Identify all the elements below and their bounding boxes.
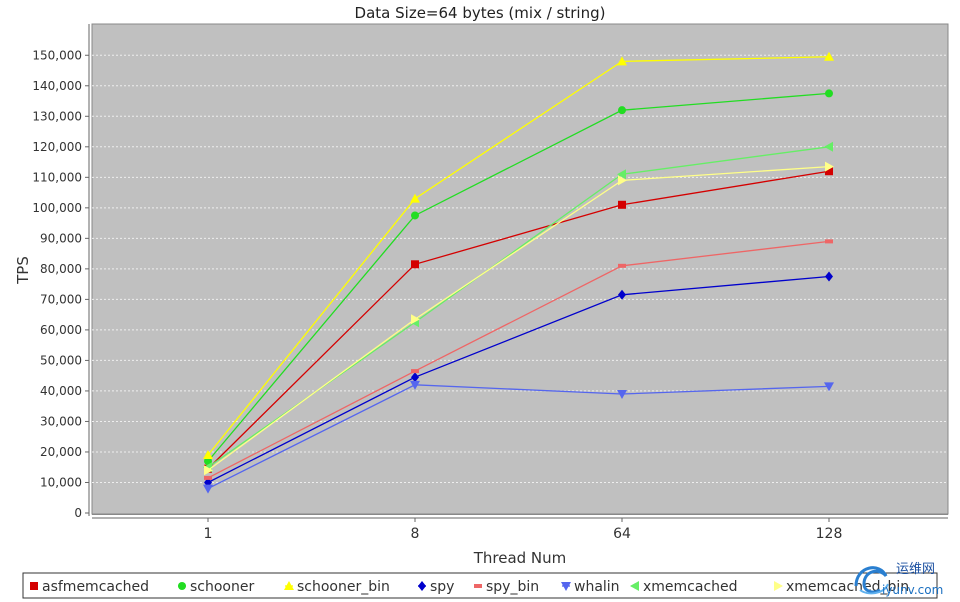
legend-label: schooner [190, 579, 254, 595]
data-point-whalin [410, 380, 420, 390]
y-tick-label: 100,000 [32, 201, 82, 215]
legend-label: spy [430, 579, 454, 595]
data-point-spy [825, 271, 833, 282]
data-point-spy-bin [618, 263, 626, 268]
data-point-schooner [618, 106, 626, 115]
legend-item-schooner: schooner [178, 579, 254, 595]
series-line-asfmemcached [207, 170, 830, 470]
data-point-asfmemcached [618, 200, 626, 209]
y-tick-label: 110,000 [32, 170, 82, 184]
y-tick-label: 50,000 [40, 353, 82, 367]
data-point-whalin [203, 484, 213, 494]
legend-label: whalin [574, 579, 620, 595]
legend-marker [418, 581, 426, 591]
y-axis-label: TPS [14, 256, 32, 285]
series-lines [203, 51, 834, 494]
legend-label: asfmemcached [42, 579, 149, 595]
y-tick-label: 70,000 [40, 292, 82, 306]
legend-item-whalin: whalin [561, 579, 620, 595]
y-tick-label: 20,000 [40, 445, 82, 459]
legend-item-spy-bin: spy_bin [474, 579, 539, 595]
legend-marker [284, 581, 294, 590]
data-point-spy-bin [825, 239, 833, 244]
series-line-schooner-bin [207, 56, 830, 456]
legend-label: schooner_bin [297, 579, 390, 595]
x-tick-label: 64 [613, 526, 631, 542]
legend-marker [178, 582, 186, 590]
watermark-title: 运维网 [896, 562, 935, 577]
data-point-spy [618, 289, 626, 300]
data-point-whalin [824, 382, 834, 392]
y-tick-label: 60,000 [40, 323, 82, 337]
legend-marker [30, 582, 38, 590]
y-tick-label: 130,000 [32, 109, 82, 123]
data-point-xmemcached-bin [411, 314, 420, 325]
x-axis-label: Thread Num [473, 549, 567, 567]
y-tick-label: 90,000 [40, 231, 82, 245]
data-point-schooner [825, 89, 833, 98]
series-line-xmemcached-bin [207, 165, 830, 471]
y-tick-label: 150,000 [32, 48, 82, 62]
series-line-whalin [207, 384, 830, 490]
data-point-schooner-bin [824, 51, 834, 61]
legend-marker [561, 582, 571, 591]
data-point-schooner-bin [410, 193, 420, 203]
y-tick-label: 0 [74, 506, 82, 520]
legend-marker [774, 581, 783, 591]
data-point-xmemcached-bin [204, 465, 213, 476]
gridlines [92, 54, 948, 483]
legend-item-asfmemcached: asfmemcached [30, 579, 149, 595]
swirl-logo-icon [854, 566, 889, 595]
x-tick-label: 8 [411, 526, 420, 542]
data-point-schooner-bin [617, 56, 627, 66]
legend-item-spy: spy [418, 579, 454, 595]
y-tick-label: 30,000 [40, 414, 82, 428]
data-point-xmemcached-bin [825, 161, 834, 172]
data-point-xmemcached [824, 141, 833, 152]
watermark-url: iyunv.com [882, 583, 943, 597]
data-point-asfmemcached [411, 260, 419, 269]
y-tick-label: 40,000 [40, 384, 82, 398]
data-point-schooner-bin [203, 450, 213, 460]
series-line-spy-bin [207, 240, 830, 479]
data-point-whalin [617, 389, 627, 399]
data-point-spy [411, 372, 419, 383]
data-point-spy-bin [204, 475, 212, 480]
data-point-xmemcached-bin [618, 175, 627, 186]
y-tick-label: 120,000 [32, 140, 82, 154]
x-tick-label: 128 [816, 526, 843, 542]
data-point-asfmemcached [825, 167, 833, 176]
legend-marker [474, 584, 482, 588]
x-tick-label: 1 [204, 526, 213, 542]
watermark: 运维网 iyunv.com [850, 556, 958, 598]
legend-label: xmemcached [643, 579, 738, 595]
y-axis: 0 10,000 20,000 30,000 40,000 50,000 60,000 70,… [32, 24, 90, 520]
legend-marker [630, 581, 639, 591]
data-point-xmemcached [617, 169, 626, 180]
data-point-schooner [411, 211, 419, 220]
y-tick-label: 10,000 [40, 475, 82, 489]
plot-area [91, 23, 949, 515]
x-axis: 1 8 64 128 [92, 517, 948, 542]
legend-item-schooner-bin: schooner_bin [284, 579, 390, 595]
legend-label: spy_bin [486, 579, 539, 595]
data-point-schooner [204, 457, 212, 466]
series-line-schooner [207, 92, 830, 462]
legend-item-xmemcached: xmemcached [630, 579, 738, 595]
chart-title: Data Size=64 bytes (mix / string) [355, 4, 606, 22]
y-tick-label: 140,000 [32, 79, 82, 93]
data-point-spy-bin [411, 369, 419, 374]
series-line-spy [207, 275, 830, 484]
y-tick-label: 80,000 [40, 262, 82, 276]
legend: asfmemcached schooner schooner_bin spy spy_b… [22, 572, 938, 599]
